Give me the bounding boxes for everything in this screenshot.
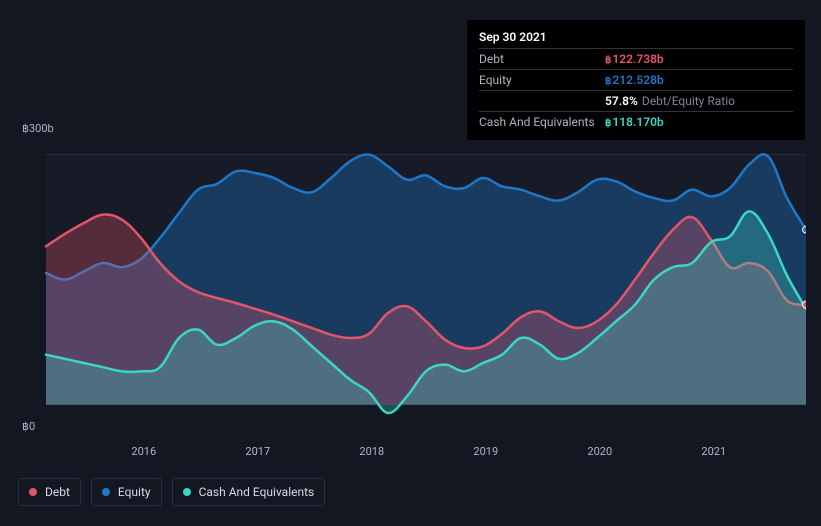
tooltip-row-label: Debt xyxy=(479,50,605,68)
tooltip-row-value: ฿212.528b xyxy=(605,71,664,89)
area-chart xyxy=(18,120,806,440)
legend: Debt Equity Cash And Equivalents xyxy=(18,478,325,506)
tooltip-row-value: ฿122.738b xyxy=(605,50,664,68)
x-axis-tick: 2018 xyxy=(359,445,384,458)
legend-item-equity[interactable]: Equity xyxy=(91,478,162,506)
tooltip-row: Debt฿122.738b xyxy=(479,48,793,69)
tooltip-row: 57.8%Debt/Equity Ratio xyxy=(479,90,793,111)
tooltip-date: Sep 30 2021 xyxy=(479,28,793,46)
series-end-marker xyxy=(803,301,807,308)
legend-label: Equity xyxy=(118,485,151,499)
legend-dot xyxy=(102,488,110,496)
tooltip-row-value: 57.8%Debt/Equity Ratio xyxy=(605,92,735,110)
legend-dot xyxy=(29,488,37,496)
x-axis-tick: 2017 xyxy=(245,445,270,458)
legend-label: Debt xyxy=(45,485,70,499)
chart-area xyxy=(18,120,806,440)
legend-item-cash-and-equivalents[interactable]: Cash And Equivalents xyxy=(172,478,326,506)
x-axis-tick: 2016 xyxy=(131,445,156,458)
x-axis-tick: 2021 xyxy=(701,445,726,458)
legend-dot xyxy=(183,488,191,496)
series-end-marker xyxy=(803,226,807,233)
tooltip-row: Equity฿212.528b xyxy=(479,69,793,90)
tooltip-row-label xyxy=(479,92,605,110)
tooltip-row-label: Equity xyxy=(479,71,605,89)
legend-label: Cash And Equivalents xyxy=(199,485,315,499)
x-axis-tick: 2019 xyxy=(473,445,498,458)
legend-item-debt[interactable]: Debt xyxy=(18,478,81,506)
x-axis-tick: 2020 xyxy=(587,445,612,458)
